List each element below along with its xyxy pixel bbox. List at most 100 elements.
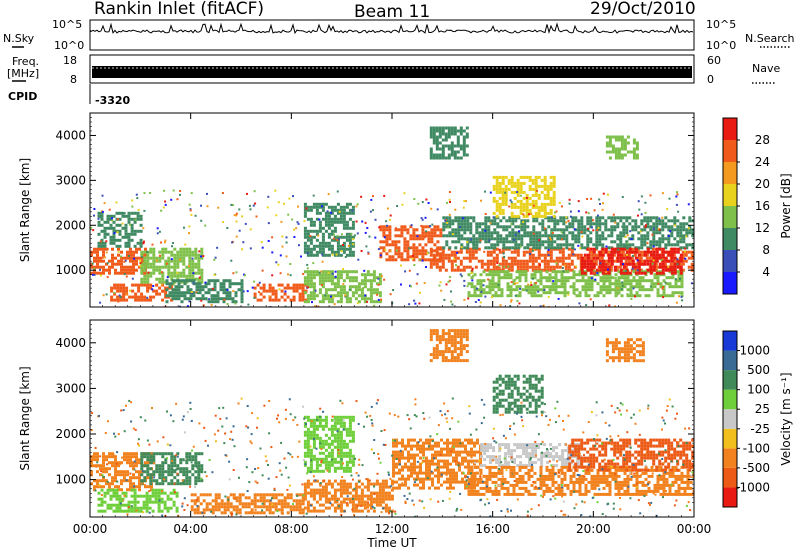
velocity-region (467, 465, 694, 496)
velocity-region (605, 338, 645, 363)
velocity-region (492, 374, 544, 414)
cpid-label: CPID (8, 90, 37, 103)
nave-tick-bottom: 0 (707, 73, 714, 86)
xtick-label: 08:00 (274, 522, 309, 536)
power-region (97, 211, 143, 248)
power-colorbar-label: 28 (755, 133, 770, 147)
station-title: Rankin Inlet (fitACF) (94, 0, 264, 19)
velocity-colorbar-segment (723, 448, 737, 468)
velocity-colorbar-label: 1000 (739, 344, 770, 358)
power-colorbar-label: 8 (762, 243, 770, 257)
xtick-label: 04:00 (173, 522, 208, 536)
power-colorbar-segment (723, 118, 737, 140)
velocity-ytick-label: 4000 (55, 336, 86, 350)
power-ytick-label: 3000 (55, 173, 86, 187)
date-title: 29/Oct/2010 (590, 0, 696, 19)
velocity-region (392, 438, 482, 490)
nsky-tick-bottom: 10^0 (54, 39, 84, 52)
nsky-tick-top: 10^5 (52, 18, 82, 31)
velocity-colorbar-label: -500 (743, 461, 770, 475)
velocity-colorbar-frame (722, 330, 738, 508)
velocity-colorbar-segment (723, 409, 737, 429)
velocity-colorbar-segment (723, 389, 737, 410)
power-region (253, 283, 308, 302)
velocity-colorbar-label: -25 (750, 422, 770, 436)
power-colorbar-segment (723, 228, 737, 250)
power-region (580, 247, 683, 275)
freq-label: Freq. (12, 55, 39, 68)
power-colorbar-label: 20 (755, 177, 770, 191)
velocity-colorbar-segment (723, 350, 737, 371)
freq-trace-band (92, 66, 692, 78)
velocity-region (303, 415, 355, 473)
velocity-colorbar-label: 100 (747, 383, 770, 397)
velocity-region (97, 488, 179, 513)
freq-unit: [MHz] (7, 67, 39, 80)
cpid-value: -3320 (95, 94, 131, 107)
velocity-scatter (90, 397, 694, 517)
power-ytick-label: 1000 (55, 263, 86, 277)
power-colorbar-segment (723, 140, 737, 162)
velocity-region (303, 479, 394, 513)
velocity-ytick-label: 1000 (55, 473, 86, 487)
freq-tick-bottom: 8 (70, 73, 77, 86)
velocity-colorbar-segment (723, 428, 737, 449)
nsearch-label: N.Search (745, 32, 795, 45)
power-colorbar-segment (723, 206, 737, 228)
nsky-panel: N.Sky 10^5 10^0 10^5 10^0 N.Search (3, 18, 795, 52)
power-colorbar-segment (723, 162, 737, 184)
freq-panel: Freq. [MHz] 18 8 60 0 Nave (7, 54, 780, 86)
power-region (605, 135, 639, 160)
velocity-colorbar-label: 25 (755, 402, 770, 416)
xtick-label: 20:00 (576, 522, 611, 536)
power-ylabel: Slant Range [km] (18, 158, 32, 262)
power-region (429, 126, 469, 160)
power-region (140, 247, 204, 284)
power-region (165, 279, 244, 304)
velocity-panel: 1000 2000 3000 4000 Slant Range [km] 00:00 04:… (18, 319, 793, 550)
velocity-region (429, 329, 469, 363)
velocity-region (140, 452, 204, 486)
xtick-label: 00:00 (677, 522, 712, 536)
velocity-ytick-label: 2000 (55, 427, 86, 441)
power-colorbar-label: 16 (755, 199, 770, 213)
velocity-colorbar-segment (723, 487, 737, 507)
xtick-label: 16:00 (475, 522, 510, 536)
power-region (492, 175, 556, 218)
power-colorbar-segment (723, 272, 737, 294)
freq-tick-top: 18 (63, 54, 77, 67)
nsky-label: N.Sky (3, 32, 35, 45)
velocity-colorbar-label: -1000 (735, 480, 770, 494)
power-ytick-label: 4000 (55, 128, 86, 142)
power-colorbar-segment (723, 250, 737, 272)
power-panel: 1000 2000 3000 4000 Slant Range [km] 4 8 12 16 20… (18, 112, 793, 308)
power-region (303, 202, 355, 257)
power-colorbar-segment (723, 184, 737, 206)
power-ytick-label: 2000 (55, 218, 86, 232)
nave-label: Nave (752, 62, 780, 75)
velocity-colorbar-segment (723, 467, 737, 488)
xlabel: Time UT (366, 536, 417, 550)
velocity-colorbar-label: -100 (743, 441, 770, 455)
xtick-label: 00:00 (73, 522, 108, 536)
nsearch-tick-top: 10^5 (706, 18, 736, 31)
xtick-label: 12:00 (375, 522, 410, 536)
power-colorbar-title: Power [dB] (779, 173, 793, 238)
velocity-ytick-label: 3000 (55, 381, 86, 395)
velocity-colorbar-segment (723, 370, 737, 390)
nsearch-tick-bottom: 10^0 (706, 39, 736, 52)
beam-title: Beam 11 (354, 2, 430, 22)
nave-tick-top: 60 (707, 54, 721, 67)
power-colorbar-label: 24 (755, 155, 770, 169)
nsky-trace (89, 22, 694, 50)
power-colorbar-label: 4 (762, 265, 770, 279)
power-data (90, 126, 694, 307)
velocity-colorbar-label: 500 (747, 363, 770, 377)
velocity-colorbar-title: Velocity [m s⁻¹] (779, 372, 793, 465)
power-scatter (90, 189, 694, 307)
velocity-data (90, 329, 694, 517)
velocity-ylabel: Slant Range [km] (18, 366, 32, 470)
velocity-region (480, 443, 583, 468)
power-colorbar-label: 12 (755, 221, 770, 235)
